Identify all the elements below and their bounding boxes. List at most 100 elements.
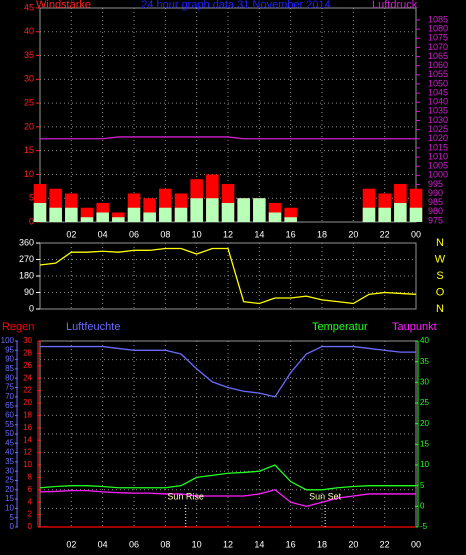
x-tick-label: 10 [192,229,202,239]
x-tick-label: 16 [286,539,296,549]
x-tick-label: 12 [223,539,233,549]
x-tick-label: 16 [286,229,296,239]
y-tick-label: 95 [5,345,14,354]
wind-bar [206,198,219,222]
y-tick-label: 8 [28,473,33,482]
y-tick-label: 180 [19,270,34,280]
y-tick-label: 35 [24,50,34,60]
y2-tick-label: 990 [428,188,443,198]
x-tick-label: 04 [98,229,108,239]
wind-bar [49,207,62,222]
y-tick-label: 12 [23,448,32,457]
y-tick-label: 270 [19,254,34,264]
x-tick-label: 00 [411,539,421,549]
pressure-line [40,136,416,140]
wind-bar [65,207,78,222]
x-tick-label: 18 [317,229,327,239]
y-tick-label: 75 [5,383,14,392]
y-tick-label: 55 [5,420,14,429]
x-tick-label: 12 [223,229,233,239]
y-tick-label: 45 [5,438,14,447]
y-tick-label: -5 [420,522,428,531]
legend-label: Temperatur [312,321,368,333]
y2-tick-label: 1085 [428,14,448,24]
x-tick-label: 00 [411,229,421,239]
y-tick-label: 14 [23,435,32,444]
y-tick-label: 30 [5,466,14,475]
y-tick-label: 0 [29,216,34,226]
wind-bar [284,217,297,222]
compass-label: S [436,270,443,282]
legend-label: Taupunkt [392,321,437,333]
y-tick-label: 85 [5,364,14,373]
y2-tick-label: 1080 [428,24,448,34]
x-tick-label: 20 [348,539,358,549]
x-tick-label: 08 [160,539,170,549]
y2-axis-label: Luftdruck [372,0,418,11]
y-tick-label: 50 [5,429,14,438]
y2-tick-label: 1060 [428,60,448,70]
y-tick-label: 0 [420,501,425,510]
y2-tick-label: 1045 [428,87,448,97]
y2-tick-label: 1015 [428,142,448,152]
x-tick-label: 20 [348,229,358,239]
y-tick-label: 0 [28,522,33,531]
y-tick-label: 15 [5,494,14,503]
y-tick-label: 70 [5,392,14,401]
y2-tick-label: 1035 [428,106,448,116]
series-line [40,345,416,398]
y-tick-label: 10 [420,460,429,469]
x-tick-label: 22 [380,229,390,239]
wind-bar [143,212,156,222]
y-tick-label: 60 [5,411,14,420]
wind-bar [112,217,125,222]
y-tick-label: 30 [23,336,32,345]
y-tick-label: 25 [420,398,429,407]
annotation: Sun Rise [167,491,204,501]
y2-tick-label: 1005 [428,161,448,171]
y-tick-label: 100 [1,336,15,345]
y-tick-label: 20 [24,121,34,131]
compass-label: N [436,303,444,315]
x-tick-label: 02 [66,229,76,239]
chart-title: 24 hour graph data 31 November 2014 [141,0,331,11]
compass-label: O [436,286,445,298]
y2-tick-label: 1065 [428,51,448,61]
y-tick-label: 90 [5,355,14,364]
y-tick-label: 6 [28,485,33,494]
y-tick-label: 20 [23,398,32,407]
compass-label: N [436,237,444,249]
y-tick-label: 26 [23,361,32,370]
y-tick-label: 90 [24,287,34,297]
y-tick-label: 20 [5,485,14,494]
direction-line [39,247,417,305]
x-tick-label: 08 [160,229,170,239]
y-tick-label: 15 [420,439,429,448]
y-tick-label: 5 [420,481,425,490]
y-tick-label: 4 [28,497,33,506]
y2-tick-label: 985 [428,197,443,207]
y-tick-label: 80 [5,373,14,382]
y-tick-label: 25 [24,97,34,107]
y-tick-label: 360 [19,237,34,247]
y-tick-label: 30 [420,377,429,386]
y-tick-label: 35 [420,357,429,366]
y2-tick-label: 995 [428,179,443,189]
wind-bar [394,202,407,222]
x-tick-label: 22 [380,539,390,549]
y-tick-label: 20 [420,419,429,428]
wind-bar [190,198,203,222]
y-tick-label: 28 [23,349,32,358]
x-tick-label: 02 [66,539,76,549]
y-axis-label: Windstärke [36,0,91,11]
wind-bar [80,217,94,222]
series-line [39,464,416,491]
y-tick-label: 22 [23,386,32,395]
annotation: Sun Set [309,491,342,501]
wind-bar [237,198,250,222]
wind-bar [174,207,188,222]
wind-bar [378,207,391,222]
wind-bar [253,198,266,222]
